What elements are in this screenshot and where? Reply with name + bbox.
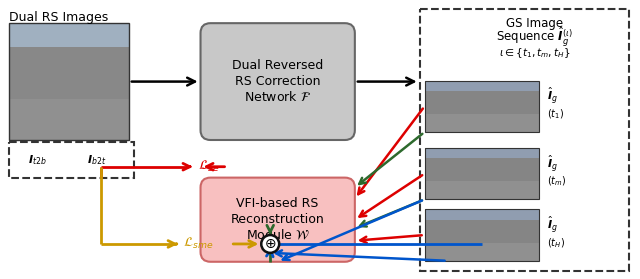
Bar [424,243,539,261]
Bar [424,148,539,163]
Text: Sequence $\hat{\boldsymbol{I}}_g^{(\iota)}$: Sequence $\hat{\boldsymbol{I}}_g^{(\iota… [496,25,573,49]
FancyArrowPatch shape [360,200,422,227]
Bar [10,99,129,140]
Bar [420,9,628,271]
Text: $\hat{\boldsymbol{I}}_g$: $\hat{\boldsymbol{I}}_g$ [547,86,558,106]
Bar [424,209,539,261]
Text: $\boldsymbol{I}_{t2b}$: $\boldsymbol{I}_{t2b}$ [28,153,47,167]
Bar [424,181,539,199]
Bar [424,114,539,132]
Bar [424,81,539,96]
FancyArrowPatch shape [358,78,414,85]
Bar [424,81,539,132]
FancyArrowPatch shape [266,249,273,257]
FancyArrowPatch shape [183,163,190,170]
Text: Reconstruction: Reconstruction [231,213,324,226]
Bar [10,142,134,178]
FancyArrowPatch shape [276,250,445,261]
Text: Network $\mathcal{F}$: Network $\mathcal{F}$ [244,90,311,104]
Bar [424,148,539,199]
Bar [10,23,129,140]
FancyArrowPatch shape [233,240,255,247]
Text: Dual Reversed: Dual Reversed [232,59,323,72]
Text: $(t_H)$: $(t_H)$ [547,236,565,249]
Text: $\mathcal{L}_{se}$: $\mathcal{L}_{se}$ [198,159,219,174]
FancyArrowPatch shape [360,235,422,243]
Bar [424,158,539,184]
Text: $\hat{\boldsymbol{I}}_g$: $\hat{\boldsymbol{I}}_g$ [547,214,558,235]
FancyArrowPatch shape [267,225,273,234]
Text: $\hat{\boldsymbol{I}}_g$: $\hat{\boldsymbol{I}}_g$ [547,153,558,174]
FancyArrowPatch shape [360,175,422,217]
FancyArrowPatch shape [168,240,177,247]
Circle shape [261,235,279,253]
FancyArrowPatch shape [283,201,422,260]
Bar [424,81,539,132]
Text: $\iota \in \{t_1, t_m, t_H\}$: $\iota \in \{t_1, t_m, t_H\}$ [499,46,570,60]
Bar [424,209,539,261]
FancyArrowPatch shape [207,163,225,170]
Text: GS Image: GS Image [506,17,563,30]
FancyArrowPatch shape [132,78,195,85]
Text: $(t_1)$: $(t_1)$ [547,107,564,121]
Text: $\mathcal{L}_{sme}$: $\mathcal{L}_{sme}$ [182,236,213,251]
Text: $\oplus$: $\oplus$ [264,237,276,251]
Bar [10,23,129,140]
Text: $(t_m)$: $(t_m)$ [547,175,566,188]
FancyBboxPatch shape [200,178,355,262]
Text: Module $\mathcal{W}$: Module $\mathcal{W}$ [246,229,310,242]
Text: RS Correction: RS Correction [235,75,321,88]
FancyArrowPatch shape [358,109,423,194]
Text: $\boldsymbol{I}_{b2t}$: $\boldsymbol{I}_{b2t}$ [87,153,107,167]
Text: Dual RS Images: Dual RS Images [10,11,109,24]
Bar [424,148,539,199]
Text: VFI-based RS: VFI-based RS [237,197,319,210]
Bar [424,209,539,225]
Bar [424,91,539,117]
FancyBboxPatch shape [200,23,355,140]
Bar [10,23,129,64]
Bar [424,220,539,245]
Bar [10,47,129,99]
FancyArrowPatch shape [359,134,422,184]
